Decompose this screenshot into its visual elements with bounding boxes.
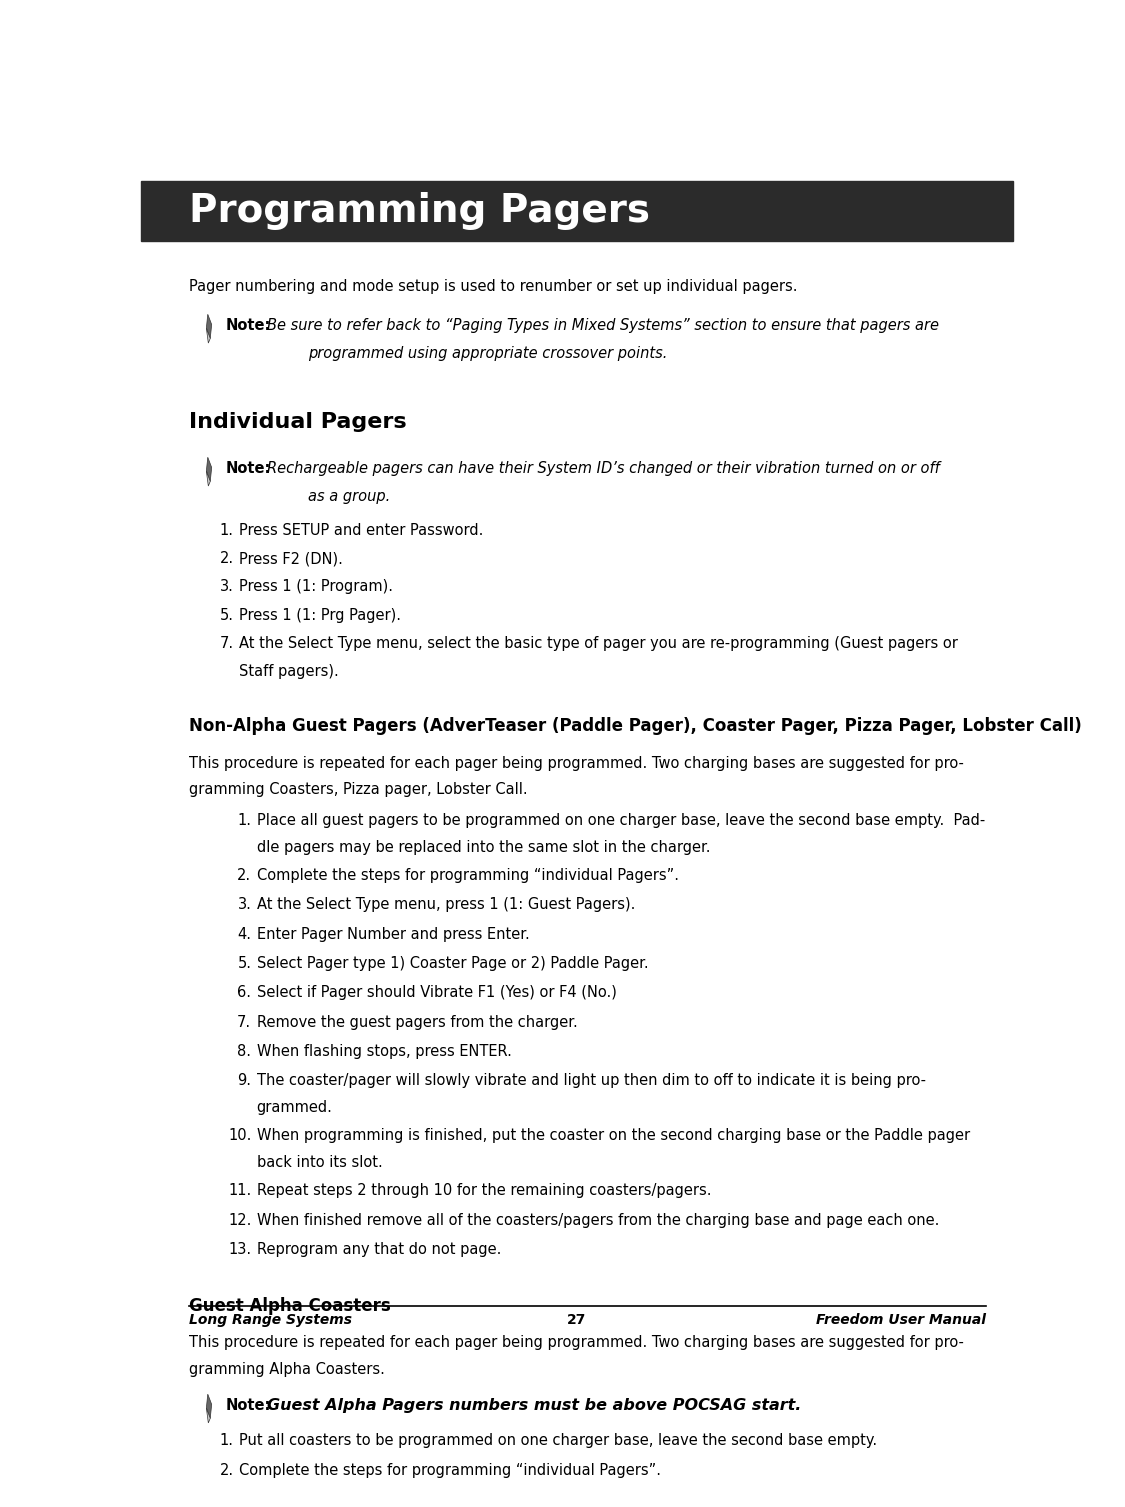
- Text: Staff pagers).: Staff pagers).: [240, 663, 339, 678]
- Text: When finished remove all of the coasters/pagers from the charging base and page : When finished remove all of the coasters…: [256, 1213, 939, 1228]
- Text: back into its slot.: back into its slot.: [256, 1154, 382, 1169]
- Polygon shape: [206, 315, 212, 339]
- Text: When programming is finished, put the coaster on the second charging base or the: When programming is finished, put the co…: [256, 1129, 970, 1144]
- Text: Note:: Note:: [225, 1397, 271, 1412]
- Text: This procedure is repeated for each pager being programmed. Two charging bases a: This procedure is repeated for each page…: [189, 1335, 963, 1350]
- Polygon shape: [206, 1408, 210, 1423]
- Text: 7.: 7.: [237, 1014, 251, 1029]
- Text: grammed.: grammed.: [256, 1100, 333, 1115]
- Text: 3.: 3.: [220, 579, 234, 594]
- Text: Guest Alpha Coasters: Guest Alpha Coasters: [189, 1298, 390, 1314]
- Text: 1.: 1.: [237, 812, 251, 827]
- Text: 3.: 3.: [237, 897, 251, 912]
- Text: 5.: 5.: [237, 955, 251, 971]
- Text: Place all guest pagers to be programmed on one charger base, leave the second ba: Place all guest pagers to be programmed …: [256, 812, 984, 827]
- Text: Note:: Note:: [225, 318, 271, 333]
- Text: Note:: Note:: [225, 461, 271, 476]
- Text: 4.: 4.: [237, 927, 251, 942]
- Text: 1.: 1.: [219, 1433, 234, 1448]
- Text: At the Select Type menu, select the basic type of pager you are re-programming (: At the Select Type menu, select the basi…: [240, 636, 958, 651]
- Text: Put all coasters to be programmed on one charger base, leave the second base emp: Put all coasters to be programmed on one…: [240, 1433, 878, 1448]
- Text: 7.: 7.: [219, 636, 234, 651]
- Polygon shape: [206, 1394, 212, 1418]
- Text: Freedom User Manual: Freedom User Manual: [817, 1313, 987, 1328]
- Text: Press 1 (1: Prg Pager).: Press 1 (1: Prg Pager).: [240, 607, 402, 622]
- Text: as a group.: as a group.: [308, 488, 390, 503]
- Text: 27: 27: [567, 1313, 586, 1328]
- Text: This procedure is repeated for each pager being programmed. Two charging bases a: This procedure is repeated for each page…: [189, 755, 963, 770]
- Text: 11.: 11.: [228, 1183, 251, 1198]
- Bar: [141, 181, 1012, 241]
- Text: Programming Pagers: Programming Pagers: [189, 191, 649, 231]
- Text: gramming Coasters, Pizza pager, Lobster Call.: gramming Coasters, Pizza pager, Lobster …: [189, 782, 528, 797]
- Polygon shape: [206, 457, 212, 481]
- Text: dle pagers may be replaced into the same slot in the charger.: dle pagers may be replaced into the same…: [256, 839, 710, 854]
- Polygon shape: [206, 472, 210, 487]
- Text: 2.: 2.: [237, 868, 251, 883]
- Text: Long Range Systems: Long Range Systems: [189, 1313, 352, 1328]
- Text: Individual Pagers: Individual Pagers: [189, 413, 406, 433]
- Text: Remove the guest pagers from the charger.: Remove the guest pagers from the charger…: [256, 1014, 577, 1029]
- Text: Press 1 (1: Program).: Press 1 (1: Program).: [240, 579, 393, 594]
- Text: 13.: 13.: [228, 1242, 251, 1257]
- Text: Be sure to refer back to “Paging Types in Mixed Systems” section to ensure that : Be sure to refer back to “Paging Types i…: [267, 318, 939, 333]
- Text: Press F2 (DN).: Press F2 (DN).: [240, 552, 343, 567]
- Text: Repeat steps 2 through 10 for the remaining coasters/pagers.: Repeat steps 2 through 10 for the remain…: [256, 1183, 711, 1198]
- Text: Rechargeable pagers can have their System ID’s changed or their vibration turned: Rechargeable pagers can have their Syste…: [267, 461, 939, 476]
- Text: At the Select Type menu, press 1 (1: Guest Pagers).: At the Select Type menu, press 1 (1: Gue…: [256, 897, 634, 912]
- Text: Press SETUP and enter Password.: Press SETUP and enter Password.: [240, 523, 484, 538]
- Text: 9.: 9.: [237, 1073, 251, 1088]
- Text: Complete the steps for programming “individual Pagers”.: Complete the steps for programming “indi…: [256, 868, 678, 883]
- Text: 5.: 5.: [219, 607, 234, 622]
- Text: 8.: 8.: [237, 1044, 251, 1059]
- Text: Select Pager type 1) Coaster Page or 2) Paddle Pager.: Select Pager type 1) Coaster Page or 2) …: [256, 955, 648, 971]
- Text: Pager numbering and mode setup is used to renumber or set up individual pagers.: Pager numbering and mode setup is used t…: [189, 279, 798, 294]
- Text: 6.: 6.: [237, 986, 251, 1001]
- Text: programmed using appropriate crossover points.: programmed using appropriate crossover p…: [308, 345, 667, 360]
- Text: 1.: 1.: [219, 523, 234, 538]
- Text: 2.: 2.: [219, 552, 234, 567]
- Polygon shape: [206, 329, 210, 344]
- Text: When flashing stops, press ENTER.: When flashing stops, press ENTER.: [256, 1044, 512, 1059]
- Text: The coaster/pager will slowly vibrate and light up then dim to off to indicate i: The coaster/pager will slowly vibrate an…: [256, 1073, 926, 1088]
- Text: Select if Pager should Vibrate F1 (Yes) or F4 (No.): Select if Pager should Vibrate F1 (Yes) …: [256, 986, 616, 1001]
- Text: Non-Alpha Guest Pagers (AdverTeaser (Paddle Pager), Coaster Pager, Pizza Pager, : Non-Alpha Guest Pagers (AdverTeaser (Pad…: [189, 717, 1081, 735]
- Text: 2.: 2.: [219, 1463, 234, 1478]
- Text: 12.: 12.: [228, 1213, 251, 1228]
- Text: 10.: 10.: [228, 1129, 251, 1144]
- Text: Enter Pager Number and press Enter.: Enter Pager Number and press Enter.: [256, 927, 530, 942]
- Text: Reprogram any that do not page.: Reprogram any that do not page.: [256, 1242, 501, 1257]
- Text: Guest Alpha Pagers numbers must be above POCSAG start.: Guest Alpha Pagers numbers must be above…: [267, 1397, 801, 1412]
- Text: gramming Alpha Coasters.: gramming Alpha Coasters.: [189, 1362, 385, 1377]
- Text: Complete the steps for programming “individual Pagers”.: Complete the steps for programming “indi…: [240, 1463, 662, 1478]
